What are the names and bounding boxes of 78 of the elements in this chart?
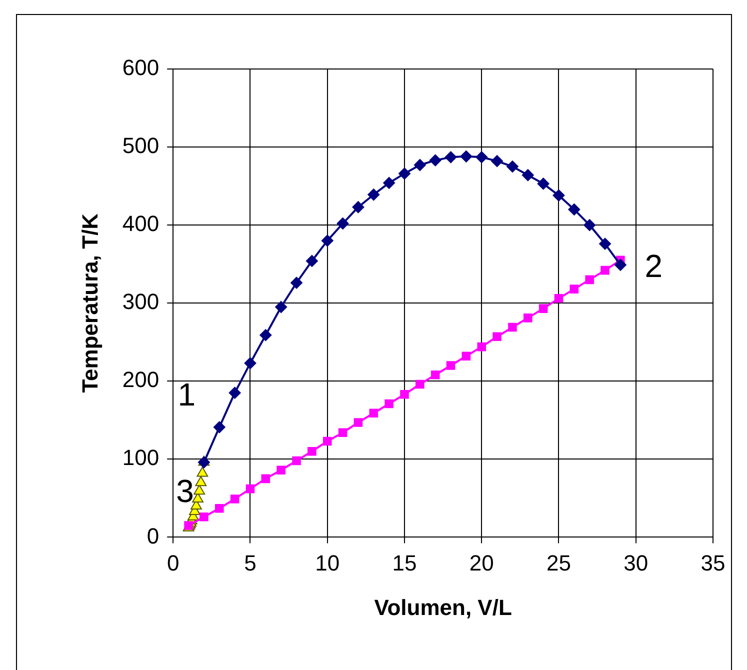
point <box>524 314 532 322</box>
point <box>400 390 409 399</box>
point <box>508 322 517 332</box>
y-tick-label: 400 <box>122 211 160 236</box>
point <box>383 176 396 189</box>
point <box>290 276 303 289</box>
y-tick-label: 0 <box>146 523 160 548</box>
point <box>384 399 394 408</box>
point <box>460 150 472 162</box>
x-tick-label: 30 <box>624 550 648 576</box>
point <box>506 160 518 173</box>
x-tick-label: 5 <box>244 550 256 576</box>
y-tick-label: 100 <box>122 445 160 470</box>
y-tick-label: 600 <box>122 55 160 80</box>
point <box>308 446 316 456</box>
point <box>230 494 240 504</box>
point <box>196 466 208 477</box>
point <box>492 332 502 342</box>
point <box>276 466 286 474</box>
point <box>352 201 364 214</box>
point <box>614 258 626 271</box>
x-tick-label: 25 <box>546 550 571 576</box>
point <box>369 408 378 418</box>
x-tick-label: 10 <box>315 550 340 576</box>
x-tick-label: 15 <box>392 550 417 576</box>
point <box>194 484 206 495</box>
point <box>246 484 255 494</box>
point <box>554 294 564 303</box>
point <box>198 456 210 468</box>
y-tick-label: 200 <box>122 367 160 392</box>
x-tick-label: 20 <box>469 550 494 576</box>
y-tick-label: 300 <box>122 289 160 314</box>
point <box>260 329 272 342</box>
point <box>491 155 504 168</box>
point <box>414 158 426 171</box>
point <box>228 386 241 399</box>
point <box>585 275 594 284</box>
point <box>462 352 471 361</box>
point <box>368 188 380 201</box>
point <box>322 436 332 446</box>
x-tick-label: 35 <box>700 550 726 576</box>
point <box>292 456 301 466</box>
x-axis-title: Volumen, V/L <box>374 594 512 620</box>
point <box>522 169 534 182</box>
point <box>321 234 334 247</box>
point <box>477 342 486 352</box>
y-axis-title: Temperatura, T/K <box>77 213 102 393</box>
point <box>261 474 270 484</box>
point <box>200 512 208 522</box>
point <box>552 189 565 202</box>
y-tick-label: 500 <box>122 133 160 158</box>
point <box>444 151 457 164</box>
point <box>568 203 580 216</box>
point <box>599 238 612 250</box>
point <box>416 380 424 389</box>
point <box>538 304 548 313</box>
point <box>584 219 596 232</box>
point <box>570 284 579 294</box>
x-tick-label: 0 <box>166 550 180 576</box>
point <box>476 151 488 164</box>
point <box>354 418 363 427</box>
point <box>398 168 410 180</box>
point <box>336 218 349 230</box>
point <box>275 301 288 313</box>
point <box>429 154 442 166</box>
annotation: 3 <box>176 473 194 510</box>
point <box>446 361 456 370</box>
point <box>213 421 226 434</box>
point <box>244 357 256 370</box>
point <box>600 266 610 275</box>
point <box>214 504 224 513</box>
point <box>338 428 348 438</box>
point <box>430 370 440 380</box>
annotation: 1 <box>178 376 196 413</box>
annotation: 2 <box>644 248 663 284</box>
point <box>195 476 207 486</box>
point <box>537 178 550 190</box>
point <box>306 254 318 267</box>
